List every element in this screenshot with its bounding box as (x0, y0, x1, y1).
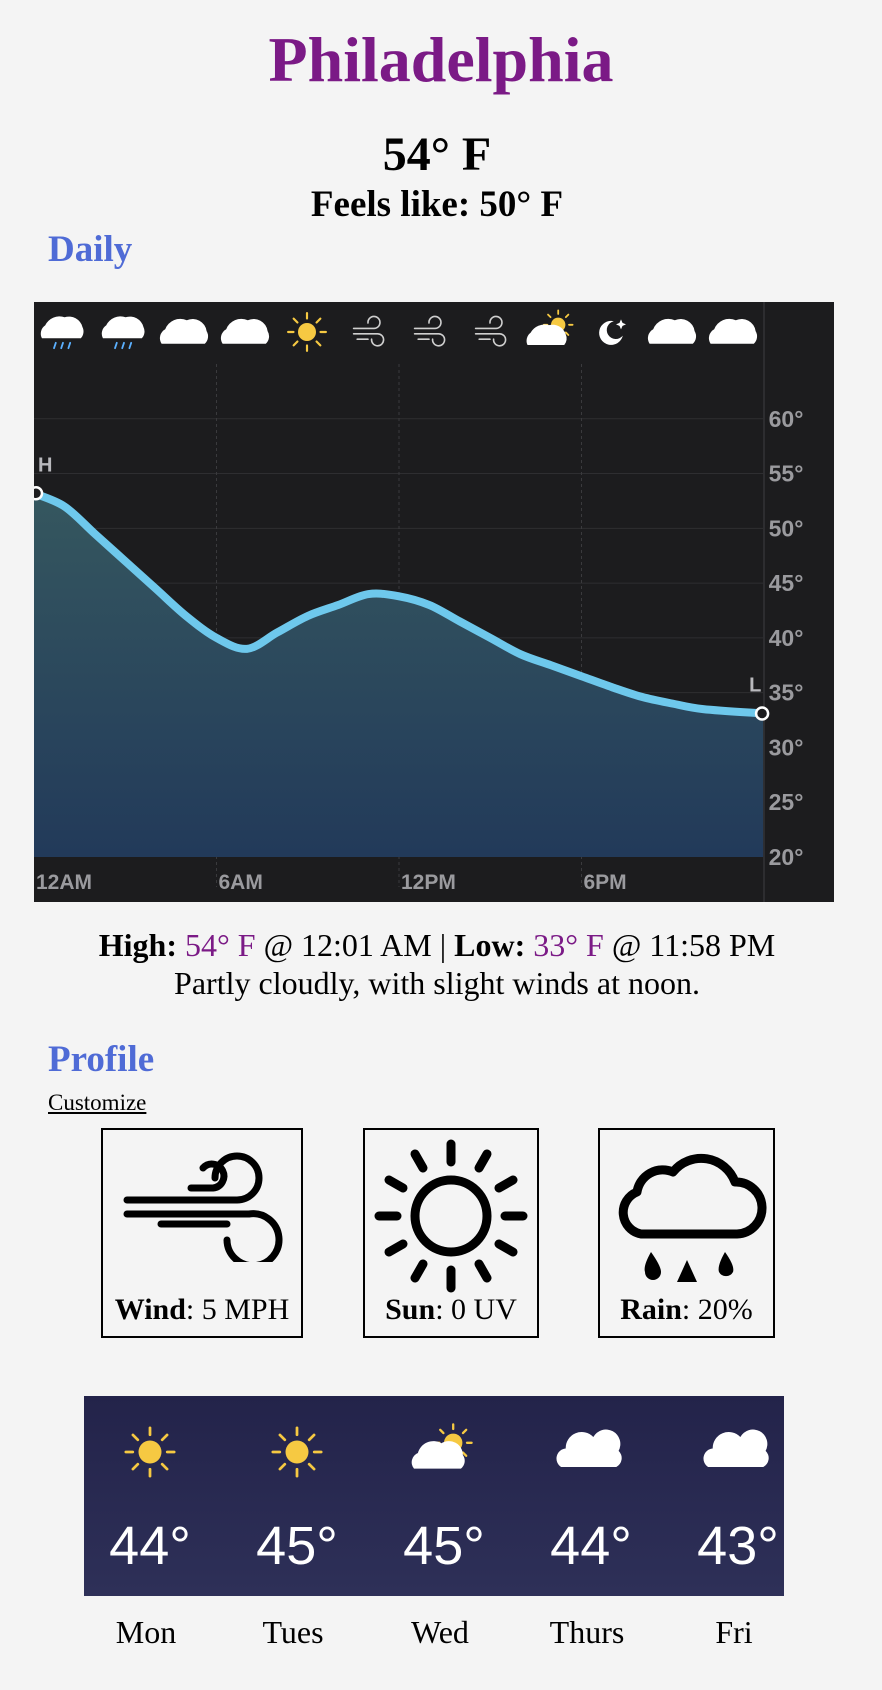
weekly-day-item: 45° (227, 1396, 367, 1596)
weekly-day-item: 43° (668, 1396, 808, 1596)
cloud-icon (220, 318, 270, 344)
cloud-rain-icon (618, 1153, 766, 1282)
weekly-day-name: Mon (115, 1614, 177, 1650)
wind-value: : 5 MPH (185, 1293, 290, 1326)
y-tick-label: 50° (769, 515, 804, 541)
wind-label: Wind (114, 1293, 186, 1326)
weekly-day-temp: 44° (109, 1516, 191, 1576)
low-time: @ 11:58 PM (603, 927, 776, 963)
wind-icon (413, 315, 446, 347)
city-title: Philadelphia (268, 24, 614, 95)
high-label: High: (98, 927, 177, 963)
x-tick-label: 12AM (36, 871, 92, 894)
weekly-day-temp: 45° (403, 1516, 485, 1576)
weekly-day-temp: 45° (256, 1516, 338, 1576)
low-marker-label: L (749, 674, 761, 696)
cloud-icon (159, 318, 209, 344)
y-tick-label: 35° (769, 680, 804, 706)
x-tick-label: 12PM (401, 871, 456, 894)
x-tick-label: 6PM (584, 871, 627, 894)
rain-value: : 20% (681, 1293, 753, 1326)
sun-card: Sun: 0 UV (363, 1128, 539, 1338)
daily-temperature-chart: H L 20° 25° 30° 35° 40° 45° 50° 55° 60° 12AM 6AM 12PM… (34, 302, 834, 902)
daily-summary: High: 54° F @ 12:01 AM | Low: 33° F @ 11… (0, 926, 874, 1002)
high-value: 54° F (184, 927, 256, 963)
x-tick-label: 6AM (219, 871, 263, 894)
sun-icon (271, 1426, 323, 1478)
wind-icon (474, 315, 507, 347)
current-temperature: 54° F (382, 128, 492, 181)
y-tick-label: 60° (769, 406, 804, 432)
sun-icon (124, 1426, 176, 1478)
cloud-rain-icon (101, 316, 145, 350)
low-value: 33° F (533, 927, 604, 963)
cloud-icon (556, 1429, 622, 1467)
sun-icon (287, 312, 327, 352)
sun-icon (374, 1139, 528, 1293)
y-tick-label: 45° (769, 570, 804, 596)
high-marker-label: H (38, 454, 52, 476)
weekly-day-name: Thurs (549, 1614, 625, 1650)
high-marker (34, 486, 44, 501)
weekly-forecast-panel: 44° 45° 45° 44° 43° (84, 1396, 784, 1596)
moon-star-icon (599, 319, 626, 345)
weekly-day-item: 45° (374, 1396, 514, 1596)
partly-sunny-icon (526, 309, 574, 346)
low-label: Low: (454, 927, 526, 963)
weekly-day-item: 44° (521, 1396, 661, 1596)
weekly-day-item: 44° (80, 1396, 220, 1596)
wind-icon (123, 1152, 283, 1262)
temperature-line (34, 489, 768, 718)
cloud-rain-icon (40, 316, 84, 350)
daily-description: Partly cloudly, with slight winds at noo… (174, 965, 700, 1001)
temperature-area (34, 493, 764, 857)
cloud-icon (703, 1429, 769, 1467)
partly-sunny-icon (411, 1423, 473, 1469)
wind-icon (352, 315, 385, 347)
daily-section-title: Daily (48, 229, 133, 270)
low-marker (754, 706, 770, 721)
cloud-icon (708, 318, 758, 344)
y-tick-label: 40° (769, 625, 804, 651)
cloud-icon (647, 318, 697, 344)
high-time: @ 12:01 AM | (255, 927, 455, 963)
profile-section-title: Profile (48, 1039, 155, 1080)
y-tick-label: 20° (769, 844, 804, 870)
weekly-day-name: Fri (715, 1614, 753, 1650)
rain-card: Rain: 20% (598, 1128, 775, 1338)
customize-link[interactable]: Customize (48, 1090, 147, 1115)
weekly-day-name: Wed (411, 1614, 469, 1650)
sun-label: Sun (385, 1293, 436, 1326)
sun-value: : 0 UV (435, 1293, 517, 1326)
feels-like: Feels like: 50° F (310, 184, 564, 225)
rain-label: Rain (620, 1293, 682, 1326)
wind-card: Wind: 5 MPH (101, 1128, 303, 1338)
weekly-day-temp: 44° (550, 1516, 632, 1576)
weekly-day-temp: 43° (697, 1516, 779, 1576)
y-tick-label: 30° (769, 734, 804, 760)
weekly-day-name: Tues (262, 1614, 324, 1650)
y-tick-label: 55° (769, 461, 804, 487)
y-tick-label: 25° (769, 789, 804, 815)
